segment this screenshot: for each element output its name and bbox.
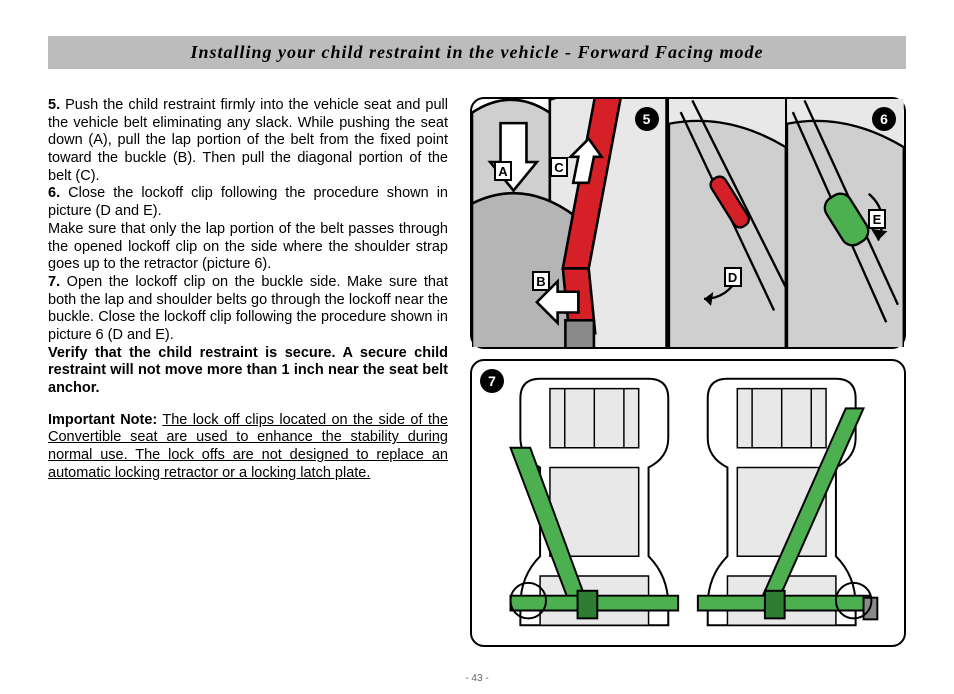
figure-6d-illustration xyxy=(669,99,786,347)
label-e: E xyxy=(868,209,886,229)
important-note-label: Important Note: xyxy=(48,412,157,428)
verify-text: Verify that the child restraint is secur… xyxy=(48,345,448,398)
figure-column: 5 A C B xyxy=(470,97,906,657)
figure-6-panel-d: D xyxy=(669,99,786,347)
page-title-bar: Installing your child restraint in the v… xyxy=(48,36,906,69)
figure-panel-5-6: 5 A C B xyxy=(470,97,906,349)
instruction-text-column: 5. Push the child restraint firmly into … xyxy=(48,97,448,657)
step-6-para: 6. Close the lockoff clip following the … xyxy=(48,185,448,220)
step-7-para: 7. Open the lockoff clip on the buckle s… xyxy=(48,274,448,345)
step-6-cont: Make sure that only the lap portion of t… xyxy=(48,221,448,274)
figure-6-panel-e: 6 E xyxy=(787,99,904,347)
label-b: B xyxy=(532,271,550,291)
figure-number-7: 7 xyxy=(480,369,504,393)
figure-6e-illustration xyxy=(787,99,904,347)
figure-panel-7: 7 xyxy=(470,359,906,647)
step-5-text: Push the child restraint firmly into the… xyxy=(48,97,448,184)
content-columns: 5. Push the child restraint firmly into … xyxy=(48,97,906,657)
step-5-number: 5. xyxy=(48,97,60,113)
step-6-number: 6. xyxy=(48,185,60,201)
step-7-text: Open the lockoff clip on the buckle side… xyxy=(48,274,448,343)
step-6-text: Close the lockoff clip following the pro… xyxy=(48,185,448,219)
figure-5-illustration xyxy=(472,99,667,347)
step-7-number: 7. xyxy=(48,274,60,290)
figure-7-illustration xyxy=(472,361,904,645)
figure-number-6: 6 xyxy=(872,107,896,131)
label-a: A xyxy=(494,161,512,181)
important-note-para: Important Note: The lock off clips locat… xyxy=(48,412,448,483)
figure-number-5: 5 xyxy=(635,107,659,131)
figure-5-panel: 5 A C B xyxy=(472,99,667,347)
label-d: D xyxy=(724,267,742,287)
label-c: C xyxy=(550,157,568,177)
step-5-para: 5. Push the child restraint firmly into … xyxy=(48,97,448,185)
page-number: - 43 - xyxy=(0,673,954,684)
